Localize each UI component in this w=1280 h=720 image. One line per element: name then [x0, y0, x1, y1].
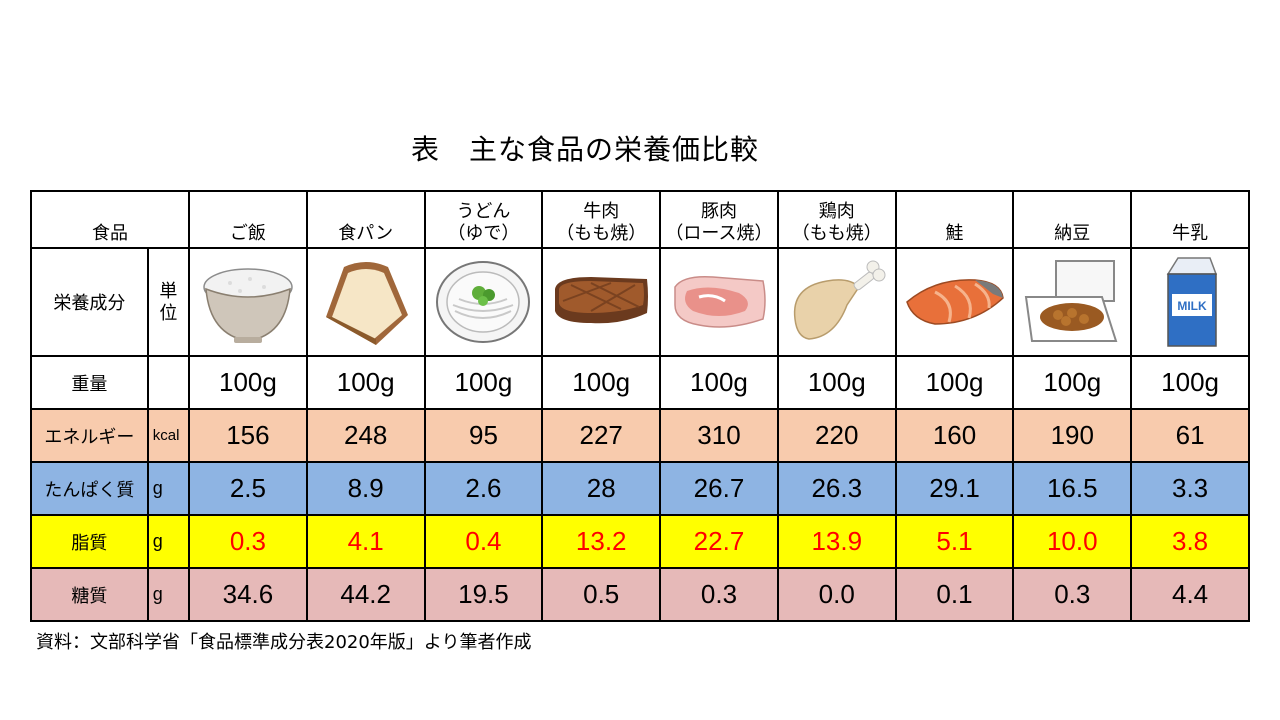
table-cell: 22.7 [659, 514, 779, 569]
table-cell: 16.5 [1012, 461, 1133, 516]
row-label-weight: 重量 [30, 355, 149, 410]
bread-icon [305, 247, 426, 357]
table-cell: 100g [1012, 355, 1133, 410]
food-name-chicken: 鶏肉 （もも焼） [776, 190, 897, 249]
table-cell: 190 [1012, 408, 1133, 463]
row-label-sugar: 糖質 [30, 567, 149, 622]
row-label-protein: たんぱく質 [30, 461, 149, 516]
table-cell: 13.9 [776, 514, 897, 569]
milk-label-text: MILK [1177, 299, 1207, 313]
fat-row: 脂質 g 0.3 4.1 0.4 13.2 22.7 13.9 5.1 10.0… [30, 514, 1250, 569]
food-name-beef: 牛肉 （もも焼） [541, 190, 662, 249]
table-cell: 0.3 [188, 514, 308, 569]
table-cell: 310 [659, 408, 779, 463]
row-unit-sugar: g [146, 567, 191, 622]
row-unit-fat: g [146, 514, 191, 569]
table-header-row: 食品 ご飯 食パン うどん （ゆで） 牛肉 （もも焼） 豚肉 （ロース焼） 鶏肉 （もも… [29, 190, 1250, 249]
food-name-natto: 納豆 [1012, 190, 1133, 249]
table-cell: 4.4 [1130, 567, 1250, 622]
table-cell: 34.6 [188, 567, 308, 622]
source-note: 資料：文部科学省「食品標準成分表2020年版」より筆者作成 [36, 632, 532, 653]
table-cell: 156 [188, 408, 308, 463]
row-label-energy: エネルギー [30, 408, 149, 463]
table-cell: 100g [541, 355, 662, 410]
table-cell: 227 [541, 408, 662, 463]
table-cell: 220 [776, 408, 897, 463]
table-cell: 26.3 [776, 461, 897, 516]
food-name-rice: ご飯 [188, 190, 308, 249]
table-cell: 10.0 [1012, 514, 1133, 569]
table-cell: 4.1 [305, 514, 426, 569]
row-unit-protein: g [146, 461, 191, 516]
food-name-salmon: 鮭 [894, 190, 1015, 249]
natto-icon [1012, 247, 1133, 357]
table-cell: 100g [423, 355, 544, 410]
nutrition-table: 食品 ご飯 食パン うどん （ゆで） 牛肉 （もも焼） 豚肉 （ロース焼） 鶏肉 （もも… [29, 190, 1250, 622]
sugar-row: 糖質 g 34.6 44.2 19.5 0.5 0.3 0.0 0.1 0.3 … [30, 567, 1250, 622]
salmon-icon [894, 247, 1015, 357]
rice-bowl-icon [188, 247, 308, 357]
table-cell: 0.1 [894, 567, 1015, 622]
food-name-milk: 牛乳 [1130, 190, 1250, 249]
food-label: 食品 [29, 190, 191, 249]
row-unit-weight [146, 355, 191, 410]
table-cell: 44.2 [305, 567, 426, 622]
table-cell: 100g [305, 355, 426, 410]
table-cell: 26.7 [659, 461, 779, 516]
table-cell: 19.5 [423, 567, 544, 622]
table-cell: 0.5 [541, 567, 662, 622]
table-cell: 100g [1130, 355, 1250, 410]
food-name-udon: うどん （ゆで） [423, 190, 544, 249]
table-cell: 5.1 [894, 514, 1015, 569]
table-cell: 248 [305, 408, 426, 463]
table-cell: 28 [541, 461, 662, 516]
table-cell: 2.5 [188, 461, 308, 516]
energy-row: エネルギー kcal 156 248 95 227 310 220 160 19… [30, 408, 1250, 463]
table-cell: 13.2 [541, 514, 662, 569]
table-cell: 0.3 [659, 567, 779, 622]
table-cell: 2.6 [423, 461, 544, 516]
beef-icon [541, 247, 662, 357]
udon-icon [423, 247, 544, 357]
table-cell: 3.8 [1130, 514, 1250, 569]
food-image-row: 栄養成分 単位 [30, 247, 1250, 357]
food-name-pork: 豚肉 （ロース焼） [659, 190, 779, 249]
unit-label: 単位 [146, 247, 191, 357]
table-cell: 100g [188, 355, 308, 410]
table-cell: 100g [776, 355, 897, 410]
pork-icon [659, 247, 779, 357]
row-label-fat: 脂質 [30, 514, 149, 569]
table-cell: 95 [423, 408, 544, 463]
nutrient-label: 栄養成分 [30, 247, 149, 357]
table-cell: 160 [894, 408, 1015, 463]
table-cell: 100g [894, 355, 1015, 410]
food-name-bread: 食パン [305, 190, 426, 249]
chicken-leg-icon [776, 247, 897, 357]
milk-carton-icon: MILK [1130, 247, 1250, 357]
table-cell: 61 [1130, 408, 1250, 463]
table-cell: 0.3 [1012, 567, 1133, 622]
table-cell: 8.9 [305, 461, 426, 516]
row-unit-energy: kcal [146, 408, 191, 463]
page-title: 表 主な食品の栄養価比較 [410, 133, 759, 166]
protein-row: たんぱく質 g 2.5 8.9 2.6 28 26.7 26.3 29.1 16… [30, 461, 1250, 516]
table-cell: 0.4 [423, 514, 544, 569]
table-cell: 100g [659, 355, 779, 410]
table-cell: 29.1 [894, 461, 1015, 516]
table-cell: 0.0 [776, 567, 897, 622]
weight-row: 重量 100g 100g 100g 100g 100g 100g 100g 10… [30, 355, 1250, 410]
table-cell: 3.3 [1130, 461, 1250, 516]
